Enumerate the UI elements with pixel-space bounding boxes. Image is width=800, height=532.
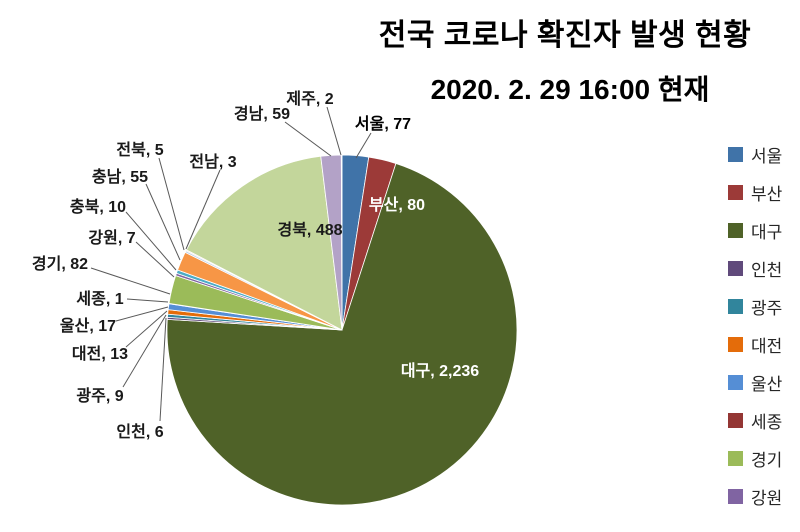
slice-label-chungnam: 충남, 55 <box>91 169 149 186</box>
legend-item-gyeonggi: 경기 <box>728 450 782 470</box>
legend-label-ulsan: 울산 <box>751 375 783 394</box>
legend-label-gwangju: 광주 <box>751 299 783 318</box>
leader-line-gyeonggi <box>90 267 171 295</box>
leader-line-incheon <box>159 317 167 422</box>
slice-label-gwangju: 광주, 9 <box>76 388 124 405</box>
legend-swatch-daegu <box>728 223 743 238</box>
legend-swatch-incheon <box>728 261 743 276</box>
leader-line-jeju <box>326 106 342 156</box>
leader-line-chungbuk <box>125 211 177 271</box>
legend-label-incheon: 인천 <box>751 261 783 280</box>
slice-label-sejong: 세종, 1 <box>76 291 124 308</box>
slice-label-jeonnam: 전남, 3 <box>189 154 237 171</box>
legend-swatch-sejong <box>728 413 743 428</box>
slice-label-incheon: 인천, 6 <box>116 424 164 441</box>
legend-label-daejeon: 대전 <box>751 337 783 356</box>
slice-label-gangwon: 강원, 7 <box>88 230 136 247</box>
legend-label-gangwon: 강원 <box>751 489 783 508</box>
legend-label-gyeonggi: 경기 <box>751 451 783 470</box>
pie-slice-gyeongbuk <box>185 155 343 331</box>
slice-label-jeonbuk: 전북, 5 <box>116 142 164 159</box>
legend-item-ulsan: 울산 <box>728 374 782 394</box>
legend-label-busan: 부산 <box>751 185 783 204</box>
legend-label-seoul: 서울 <box>751 147 783 166</box>
slice-label-ulsan: 울산, 17 <box>59 318 117 335</box>
legend-item-daejeon: 대전 <box>728 336 782 356</box>
pie-slice-daegu <box>166 163 518 506</box>
legend-swatch-ulsan <box>728 375 743 390</box>
legend-swatch-gangwon <box>728 489 743 504</box>
slice-label-busan: 부산, 80 <box>368 197 426 214</box>
legend-swatch-gyeonggi <box>728 451 743 466</box>
leader-line-daejeon <box>125 310 168 348</box>
leader-line-gyeongnam <box>284 121 332 157</box>
legend-item-sejong: 세종 <box>728 412 782 432</box>
slice-label-daegu: 대구, 2,236 <box>400 363 480 380</box>
leader-line-ulsan <box>115 306 169 322</box>
slice-label-jeju: 제주, 2 <box>286 91 334 108</box>
pie-slice-jeju <box>340 154 343 331</box>
leader-line-jeonbuk <box>158 157 185 251</box>
legend-label-daegu: 대구 <box>751 223 783 242</box>
legend-item-seoul: 서울 <box>728 146 782 166</box>
leader-line-seoul <box>355 132 372 159</box>
legend-swatch-daejeon <box>728 337 743 352</box>
chart-subtitle: 2020. 2. 29 16:00 현재 <box>430 74 710 105</box>
leader-line-jeonnam <box>185 169 221 250</box>
legend-item-gangwon: 강원 <box>728 488 782 508</box>
slice-label-gyeonggi: 경기, 82 <box>31 256 89 273</box>
leader-line-gwangju <box>122 314 167 388</box>
leader-line-sejong <box>126 298 169 303</box>
slice-label-chungbuk: 충북, 10 <box>69 199 127 216</box>
legend-item-busan: 부산 <box>728 184 782 204</box>
leader-line-chungnam <box>145 183 181 261</box>
legend-label-sejong: 세종 <box>751 413 783 432</box>
legend-item-incheon: 인천 <box>728 260 782 280</box>
legend-swatch-seoul <box>728 147 743 162</box>
slice-label-daejeon: 대전, 13 <box>71 346 129 363</box>
legend-item-daegu: 대구 <box>728 222 782 242</box>
chart-title: 전국 코로나 확진자 발생 현황 <box>378 19 752 52</box>
legend-item-gwangju: 광주 <box>728 298 782 318</box>
legend-swatch-gwangju <box>728 299 743 314</box>
legend-swatch-busan <box>728 185 743 200</box>
slice-label-gyeongbuk: 경북, 488 <box>277 222 343 239</box>
leader-line-gangwon <box>135 241 175 278</box>
slice-label-seoul: 서울, 77 <box>354 116 412 133</box>
slice-label-gyeongnam: 경남, 59 <box>233 106 291 123</box>
